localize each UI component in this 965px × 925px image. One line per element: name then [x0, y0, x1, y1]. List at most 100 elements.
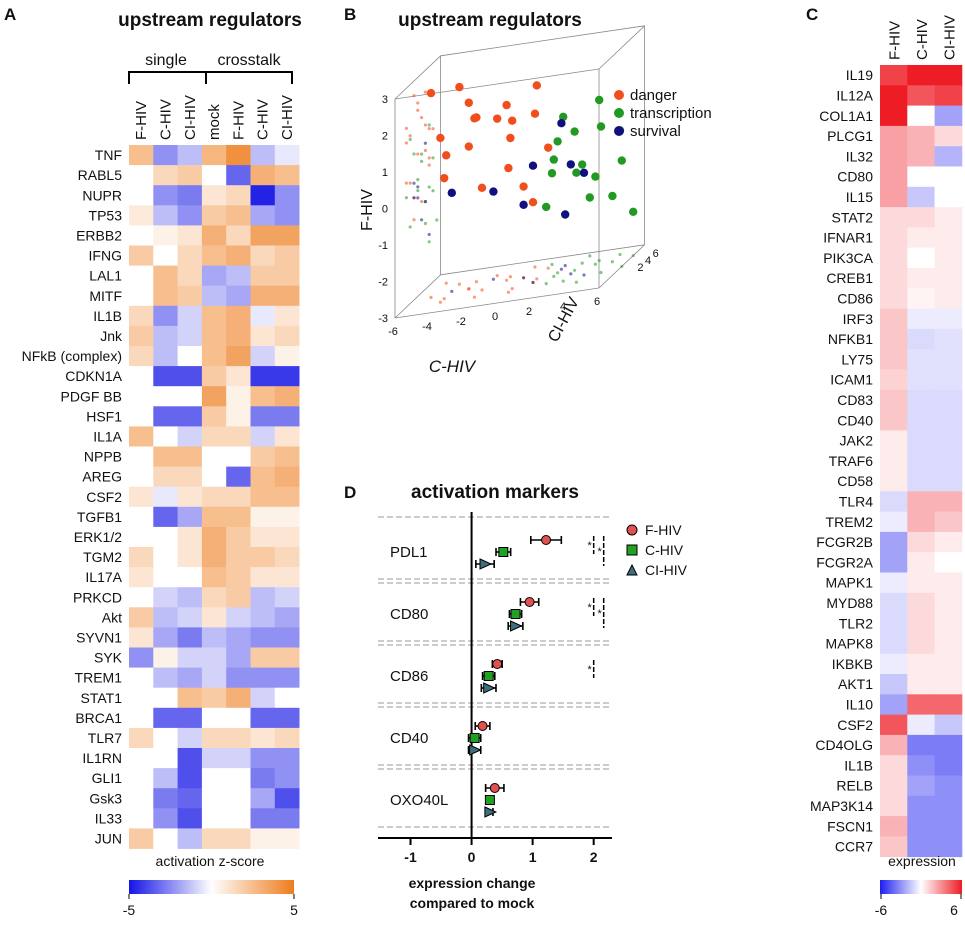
- heatmap-cell: [274, 346, 300, 367]
- heatmap-cell: [907, 288, 935, 309]
- heatmap-cell: [226, 828, 251, 849]
- significance-mark: *: [588, 540, 593, 552]
- danger-point: [502, 100, 511, 110]
- projection-wall: [412, 152, 416, 156]
- z-tick: 3: [382, 94, 388, 106]
- heatmap-cell: [934, 186, 963, 208]
- heatmap-cell: [880, 795, 908, 817]
- heatmap-cell: [226, 366, 251, 387]
- heatmap-cell: [934, 674, 963, 695]
- heatmap-cell: [153, 145, 178, 166]
- row-label: COL1A1: [819, 108, 873, 124]
- survival-point: [447, 188, 456, 198]
- heatmap-cell: [880, 633, 908, 655]
- heatmap-cell: [129, 828, 154, 849]
- projection-floor: [495, 274, 499, 278]
- marker-ci-hiv: [479, 558, 493, 570]
- heatmap-cell: [153, 707, 178, 729]
- heatmap-cell: [129, 145, 154, 166]
- row-label: ERK1/2: [74, 529, 122, 545]
- heatmap-cell: [177, 768, 203, 789]
- row-label: CD40: [837, 412, 873, 428]
- heatmap-cell: [153, 426, 178, 447]
- heatmap-cell: [250, 667, 276, 689]
- heatmap-cell: [880, 471, 908, 492]
- heatmap-cell: [226, 325, 251, 347]
- heatmap-cell: [201, 828, 227, 849]
- panel-a: A upstream regulators single crosstalk F…: [4, 5, 302, 918]
- heatmap-cell: [907, 775, 935, 797]
- projection-wall: [420, 199, 424, 204]
- row-label: GLI1: [92, 770, 123, 786]
- projection-wall: [416, 196, 420, 200]
- transcription-point: [608, 191, 617, 201]
- heatmap-cell: [250, 547, 276, 568]
- marker-f-hiv: [477, 721, 488, 731]
- row-label: IL1A: [93, 428, 122, 444]
- heatmap-cell: [129, 768, 154, 789]
- heatmap-cell: [177, 426, 203, 447]
- z-tick: 2: [382, 131, 388, 143]
- heatmap-cell: [226, 386, 251, 407]
- heatmap-cell: [226, 627, 251, 648]
- projection-floor: [491, 277, 495, 281]
- panel-c-legend-min: -6: [875, 902, 888, 918]
- box-edge: [394, 287, 600, 319]
- heatmap-cell: [129, 265, 154, 287]
- heatmap-cell: [934, 166, 963, 188]
- z-tick: -3: [378, 313, 388, 325]
- row-label: TLR4: [839, 493, 873, 509]
- projection-wall: [408, 134, 412, 138]
- group-label-single: single: [145, 52, 187, 69]
- heatmap-cell: [201, 526, 227, 548]
- heatmap-cell: [907, 592, 935, 614]
- x-tick: -4: [422, 321, 432, 333]
- heatmap-cell: [153, 165, 178, 186]
- heatmap-cell: [250, 205, 276, 226]
- heatmap-cell: [880, 227, 908, 249]
- box-edge: [394, 55, 441, 100]
- heatmap-cell: [934, 125, 963, 147]
- row-label: CD86: [837, 290, 873, 306]
- panel-c-column-labels: F-HIV C-HIV CI-HIV: [887, 15, 959, 60]
- projection-floor: [610, 260, 615, 264]
- projection-wall: [435, 218, 439, 222]
- panel-b-points: [404, 81, 638, 304]
- heatmap-cell: [907, 694, 935, 715]
- heatmap-cell: [907, 471, 935, 492]
- heatmap-cell: [226, 687, 251, 709]
- heatmap-cell: [274, 667, 300, 689]
- panel-b-letter: B: [344, 5, 356, 24]
- panel-a-legend-min: -5: [123, 902, 136, 918]
- column-label: mock: [206, 104, 223, 140]
- legend-label: C-HIV: [645, 542, 684, 558]
- heatmap-cell: [934, 653, 963, 675]
- projection-floor: [444, 281, 448, 285]
- heatmap-cell: [153, 446, 178, 467]
- row-label: FCGR2A: [816, 554, 873, 570]
- heatmap-cell: [907, 613, 935, 634]
- legend-label: transcription: [630, 105, 712, 122]
- heatmap-cell: [177, 607, 203, 628]
- heatmap-cell: [129, 446, 154, 467]
- danger-point: [528, 198, 538, 207]
- panel-c-colorbar-ticks: [880, 894, 962, 899]
- row-label: TLR2: [839, 615, 873, 631]
- heatmap-cell: [153, 647, 178, 668]
- heatmap-cell: [226, 567, 251, 588]
- danger-point: [544, 143, 553, 152]
- heatmap-cell: [880, 410, 908, 431]
- heatmap-cell: [129, 346, 154, 367]
- heatmap-cell: [201, 788, 227, 809]
- panel-d-x-label-line1: expression change: [409, 875, 536, 891]
- heatmap-cell: [177, 727, 203, 749]
- heatmap-cell: [250, 265, 276, 287]
- heatmap-cell: [907, 268, 935, 289]
- heatmap-cell: [129, 406, 154, 427]
- heatmap-cell: [934, 105, 963, 127]
- heatmap-cell: [880, 166, 908, 188]
- row-label: JUN: [95, 830, 122, 846]
- heatmap-cell: [226, 165, 251, 186]
- heatmap-cell: [201, 446, 227, 467]
- danger-point: [519, 182, 528, 191]
